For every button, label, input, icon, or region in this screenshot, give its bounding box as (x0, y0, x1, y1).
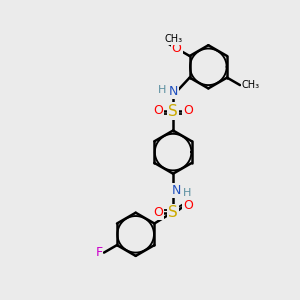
Text: O: O (153, 206, 163, 219)
Text: S: S (168, 103, 178, 118)
Text: H: H (183, 188, 191, 198)
Text: N: N (172, 184, 182, 197)
Text: O: O (183, 199, 193, 212)
Text: O: O (183, 104, 193, 118)
Text: O: O (172, 42, 182, 55)
Text: F: F (95, 246, 103, 259)
Text: CH₃: CH₃ (242, 80, 260, 90)
Text: S: S (168, 205, 178, 220)
Text: O: O (153, 104, 163, 118)
Text: CH₃: CH₃ (164, 34, 182, 44)
Text: H: H (158, 85, 166, 95)
Text: N: N (168, 85, 178, 98)
